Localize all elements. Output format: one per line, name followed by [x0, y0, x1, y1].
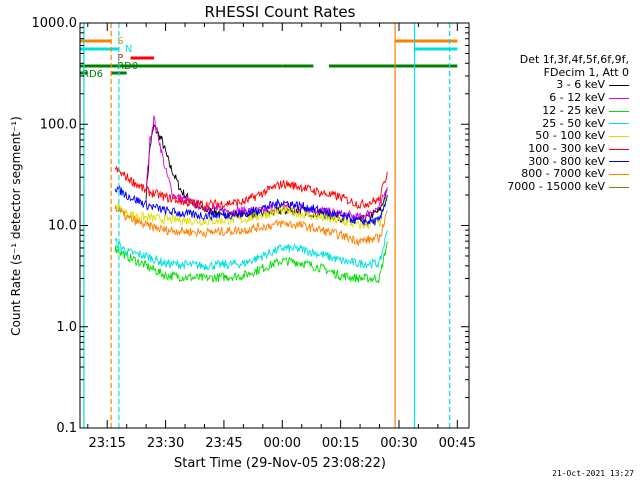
flag-label-s: S [117, 36, 123, 47]
x-tick-label-5: 00:30 [380, 436, 417, 451]
x-axis-label: Start Time (29-Nov-05 23:08:22) [174, 456, 386, 471]
timestamp: 21-Oct-2021 13:27 [552, 469, 634, 478]
legend-item-3: 25 - 50 keV [470, 116, 635, 131]
legend-label-4: 50 - 100 keV [535, 129, 605, 143]
legend-item-4: 50 - 100 keV [470, 130, 635, 143]
series-line-6 [114, 185, 388, 227]
legend-swatch-1 [609, 97, 629, 99]
legend-label-2: 12 - 25 keV [542, 103, 605, 117]
flag-label-rd0: RD0 [117, 61, 138, 72]
series-line-4 [114, 194, 388, 230]
legend-label-6: 300 - 800 keV [528, 154, 605, 168]
legend-swatch-3 [609, 123, 629, 125]
x-tick-label-3: 00:00 [264, 436, 301, 451]
legend-swatch-7 [609, 174, 629, 176]
legend-swatch-8 [609, 186, 629, 188]
legend-header-line-1: Det 1f,3f,4f,5f,6f,9f, [519, 53, 629, 66]
legend-item-8: 7000 - 15000 keV [470, 180, 635, 194]
legend-label-1: 6 - 12 keV [549, 91, 605, 105]
y-axis-label: Count Rate (s⁻¹ detector segment⁻¹) [9, 116, 23, 336]
legend-item-5: 100 - 300 keV [470, 141, 635, 156]
legend-item-7: 800 - 7000 keV [470, 168, 635, 181]
legend-swatch-4 [609, 136, 629, 138]
legend-label-8: 7000 - 15000 keV [507, 180, 605, 194]
x-tick-label-0: 23:15 [88, 436, 125, 451]
y-tick-label-0: 0.1 [56, 421, 77, 436]
legend-item-2: 12 - 25 keV [470, 103, 635, 118]
legend-label-3: 25 - 50 keV [542, 116, 605, 130]
x-tick-label-1: 23:30 [147, 436, 184, 451]
y-tick-label-3: 100.0 [40, 117, 77, 132]
legend-swatch-5 [609, 148, 629, 150]
legend-item-0: 3 - 6 keV [470, 79, 635, 92]
legend-label-7: 800 - 7000 keV [521, 167, 605, 181]
y-tick-label-4: 1000.0 [32, 16, 78, 31]
legend-swatch-6 [609, 161, 629, 163]
series-line-7 [114, 205, 388, 247]
legend-header-line-2: FDecim 1, Att 0 [543, 65, 629, 79]
flag-label-rd6: RD6 [82, 69, 103, 80]
flag-label-n: N [125, 44, 132, 55]
legend-item-6: 300 - 800 keV [470, 154, 635, 169]
series-line-2 [114, 241, 388, 285]
series-line-3 [114, 230, 388, 271]
legend-item-1: 6 - 12 keV [470, 91, 635, 105]
y-tick-label-1: 1.0 [56, 320, 77, 335]
flag-label-p: P [117, 53, 123, 64]
legend-swatch-0 [609, 85, 629, 87]
legend: Det 1f,3f,4f,5f,6f,9f, FDecim 1, Att 0 3… [470, 53, 635, 194]
x-tick-label-6: 00:45 [439, 436, 476, 451]
series-line-5 [114, 165, 388, 210]
legend-label-5: 100 - 300 keV [528, 141, 605, 155]
x-tick-label-2: 23:45 [205, 436, 242, 451]
x-tick-label-4: 00:15 [322, 436, 359, 451]
y-tick-label-2: 10.0 [48, 219, 77, 234]
legend-label-0: 3 - 6 keV [556, 78, 605, 92]
chart-title: RHESSI Count Rates [205, 3, 356, 21]
legend-swatch-2 [609, 110, 629, 112]
